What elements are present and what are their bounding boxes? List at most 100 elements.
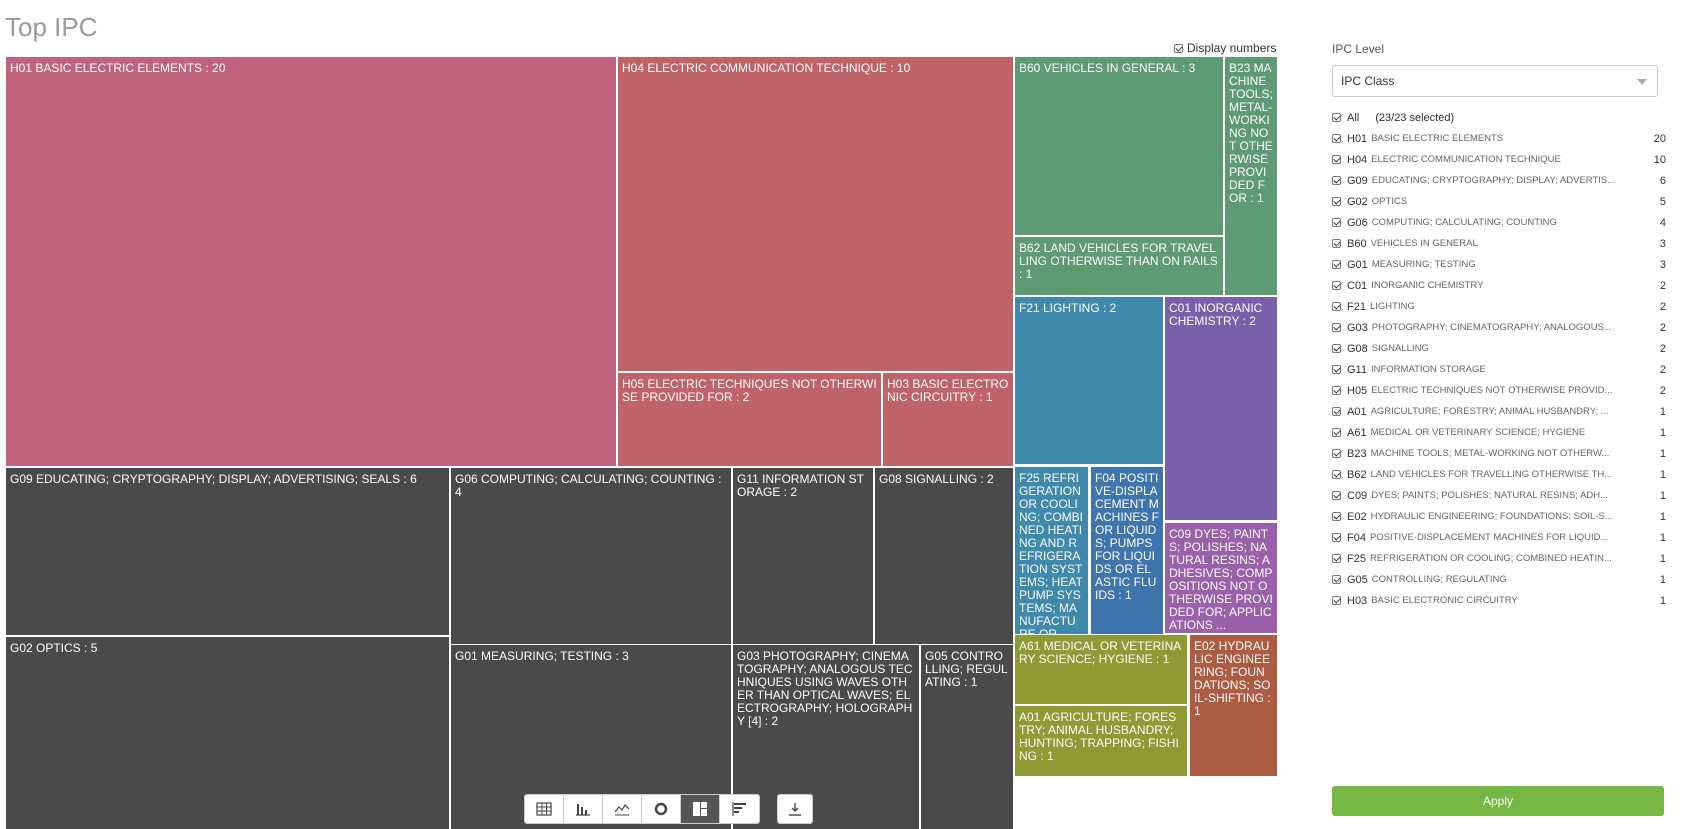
line-chart-button[interactable] xyxy=(603,795,642,823)
ipc-checkbox[interactable] xyxy=(1332,260,1341,269)
treemap-tile-e02[interactable]: E02 HYDRAULIC ENGINEERING; FOUNDATIONS; … xyxy=(1190,635,1279,778)
treemap-tile-f25[interactable]: F25 REFRIGERATION OR COOLING; COMBINED H… xyxy=(1015,467,1090,636)
ipc-checkbox[interactable] xyxy=(1332,281,1341,290)
treemap-tile-g08[interactable]: G08 SIGNALLING : 2 xyxy=(875,468,1015,646)
display-numbers-toggle[interactable]: Display numbers xyxy=(1174,41,1276,55)
ipc-checkbox[interactable] xyxy=(1332,239,1341,248)
horizontal-bar-icon xyxy=(732,802,748,816)
ipc-list-item-g11[interactable]: G11INFORMATION STORAGE2 xyxy=(1332,359,1666,380)
bar-chart-button[interactable] xyxy=(564,795,603,823)
ipc-checkbox[interactable] xyxy=(1332,365,1341,374)
ipc-checkbox[interactable] xyxy=(1332,323,1341,332)
ipc-checkbox[interactable] xyxy=(1332,575,1341,584)
treemap-tile-f21[interactable]: F21 LIGHTING : 2 xyxy=(1015,297,1165,466)
ipc-list-item-b60[interactable]: B60VEHICLES IN GENERAL3 xyxy=(1332,233,1666,254)
ipc-list-item-h03[interactable]: H03BASIC ELECTRONIC CIRCUITRY1 xyxy=(1332,590,1666,611)
ipc-checkbox[interactable] xyxy=(1332,302,1341,311)
ipc-checkbox[interactable] xyxy=(1332,134,1341,143)
ipc-code: B23 xyxy=(1347,448,1367,460)
treemap-tile-a01[interactable]: A01 AGRICULTURE; FORESTRY; ANIMAL HUSBAN… xyxy=(1015,706,1189,778)
ipc-list-item-g02[interactable]: G02OPTICS5 xyxy=(1332,191,1666,212)
treemap-tile-a61[interactable]: A61 MEDICAL OR VETERINARY SCIENCE; HYGIE… xyxy=(1015,635,1189,706)
apply-button[interactable]: Apply xyxy=(1332,786,1664,816)
ipc-checkbox[interactable] xyxy=(1332,386,1341,395)
treemap-tile-g06[interactable]: G06 COMPUTING; CALCULATING; COUNTING : 4 xyxy=(451,468,733,646)
ipc-description: MEASURING; TESTING xyxy=(1372,259,1476,270)
chevron-down-icon xyxy=(1637,79,1647,85)
ipc-list-item-f21[interactable]: F21LIGHTING2 xyxy=(1332,296,1666,317)
ipc-checkbox[interactable] xyxy=(1332,218,1341,227)
ipc-list-item-e02[interactable]: E02HYDRAULIC ENGINEERING; FOUNDATIONS; S… xyxy=(1332,506,1666,527)
treemap-tile-c01[interactable]: C01 INORGANIC CHEMISTRY : 2 xyxy=(1165,297,1279,522)
ipc-checkbox[interactable] xyxy=(1332,176,1341,185)
treemap-chart: H01 BASIC ELECTRIC ELEMENTS : 20H04 ELEC… xyxy=(6,57,1279,778)
ipc-checkbox[interactable] xyxy=(1332,491,1341,500)
horizontal-bar-button[interactable] xyxy=(720,795,759,823)
ipc-checkbox[interactable] xyxy=(1332,407,1341,416)
treemap-tile-b23[interactable]: B23 MACHINE TOOLS; METAL-WORKING NOT OTH… xyxy=(1225,57,1279,297)
ipc-list-item-g05[interactable]: G05CONTROLLING; REGULATING1 xyxy=(1332,569,1666,590)
treemap-tile-f04[interactable]: F04 POSITIVE-DISPLACEMENT MACHINES FOR L… xyxy=(1091,467,1165,636)
ipc-checkbox[interactable] xyxy=(1332,155,1341,164)
ipc-code: B62 xyxy=(1347,469,1367,481)
ipc-count: 1 xyxy=(1660,595,1666,607)
ipc-list-item-f25[interactable]: F25REFRIGERATION OR COOLING; COMBINED HE… xyxy=(1332,548,1666,569)
ipc-list-item-c09[interactable]: C09DYES; PAINTS; POLISHES; NATURAL RESIN… xyxy=(1332,485,1666,506)
ipc-count: 2 xyxy=(1660,322,1666,334)
treemap-tile-g05[interactable]: G05 CONTROLLING; REGULATING : 1 xyxy=(921,645,1015,829)
ipc-list-item-a61[interactable]: A61MEDICAL OR VETERINARY SCIENCE; HYGIEN… xyxy=(1332,422,1666,443)
treemap-tile-h05[interactable]: H05 ELECTRIC TECHNIQUES NOT OTHERWISE PR… xyxy=(618,373,883,468)
select-all-checkbox[interactable] xyxy=(1332,113,1341,122)
ipc-list-item-g06[interactable]: G06COMPUTING; CALCULATING; COUNTING4 xyxy=(1332,212,1666,233)
ipc-list-item-b62[interactable]: B62LAND VEHICLES FOR TRAVELLING OTHERWIS… xyxy=(1332,464,1666,485)
ipc-level-select[interactable]: IPC Class xyxy=(1332,65,1658,97)
ipc-list-item-g09[interactable]: G09EDUCATING; CRYPTOGRAPHY; DISPLAY; ADV… xyxy=(1332,170,1666,191)
ipc-description: BASIC ELECTRONIC CIRCUITRY xyxy=(1371,595,1518,606)
treemap-tile-g11[interactable]: G11 INFORMATION STORAGE : 2 xyxy=(733,468,875,646)
ipc-list-item-h05[interactable]: H05ELECTRIC TECHNIQUES NOT OTHERWISE PRO… xyxy=(1332,380,1666,401)
ipc-list-item-g01[interactable]: G01MEASURING; TESTING3 xyxy=(1332,254,1666,275)
treemap-tile-b62[interactable]: B62 LAND VEHICLES FOR TRAVELLING OTHERWI… xyxy=(1015,237,1225,297)
treemap-tile-g02[interactable]: G02 OPTICS : 5 xyxy=(6,637,451,829)
ipc-checkbox[interactable] xyxy=(1332,470,1341,479)
ipc-description: DYES; PAINTS; POLISHES; NATURAL RESINS; … xyxy=(1371,490,1608,501)
treemap-tile-c09[interactable]: C09 DYES; PAINTS; POLISHES; NATURAL RESI… xyxy=(1165,523,1279,635)
ipc-list-item-h01[interactable]: H01BASIC ELECTRIC ELEMENTS20 xyxy=(1332,128,1666,149)
treemap-tile-h03[interactable]: H03 BASIC ELECTRONIC CIRCUITRY : 1 xyxy=(883,373,1015,468)
treemap-tile-g09[interactable]: G09 EDUCATING; CRYPTOGRAPHY; DISPLAY; AD… xyxy=(6,468,451,637)
ipc-list-item-g08[interactable]: G08SIGNALLING2 xyxy=(1332,338,1666,359)
ipc-checkbox[interactable] xyxy=(1332,533,1341,542)
table-view-button[interactable] xyxy=(525,795,564,823)
ipc-checkbox[interactable] xyxy=(1332,554,1341,563)
ipc-list-item-f04[interactable]: F04POSITIVE-DISPLACEMENT MACHINES FOR LI… xyxy=(1332,527,1666,548)
treemap-tile-h04[interactable]: H04 ELECTRIC COMMUNICATION TECHNIQUE : 1… xyxy=(618,57,1015,373)
ipc-checkbox[interactable] xyxy=(1332,197,1341,206)
ipc-checkbox[interactable] xyxy=(1332,344,1341,353)
ipc-code: H04 xyxy=(1347,154,1367,166)
treemap-button[interactable] xyxy=(681,795,720,823)
ipc-description: EDUCATING; CRYPTOGRAPHY; DISPLAY; ADVERT… xyxy=(1372,175,1615,186)
treemap-tile-g03[interactable]: G03 PHOTOGRAPHY; CINEMATOGRAPHY; ANALOGO… xyxy=(733,645,921,829)
ipc-checkbox[interactable] xyxy=(1332,428,1341,437)
ipc-list-item-c01[interactable]: C01INORGANIC CHEMISTRY2 xyxy=(1332,275,1666,296)
ipc-list-item-g03[interactable]: G03PHOTOGRAPHY; CINEMATOGRAPHY; ANALOGOU… xyxy=(1332,317,1666,338)
ipc-code: C01 xyxy=(1347,280,1367,292)
donut-chart-button[interactable] xyxy=(642,795,681,823)
ipc-list-item-a01[interactable]: A01AGRICULTURE; FORESTRY; ANIMAL HUSBAND… xyxy=(1332,401,1666,422)
ipc-checkbox[interactable] xyxy=(1332,596,1341,605)
download-button[interactable] xyxy=(777,794,813,824)
ipc-filter-panel: IPC Level IPC Class All (23/23 selected)… xyxy=(1332,38,1666,611)
ipc-code: A01 xyxy=(1347,406,1367,418)
ipc-checkbox[interactable] xyxy=(1332,449,1341,458)
ipc-count: 4 xyxy=(1660,217,1666,229)
ipc-description: ELECTRIC COMMUNICATION TECHNIQUE xyxy=(1371,154,1561,165)
ipc-description: OPTICS xyxy=(1372,196,1407,207)
treemap-tile-h01[interactable]: H01 BASIC ELECTRIC ELEMENTS : 20 xyxy=(6,57,618,468)
display-numbers-checkbox[interactable] xyxy=(1174,44,1183,53)
page-title: Top IPC xyxy=(5,12,98,43)
treemap-tile-b60[interactable]: B60 VEHICLES IN GENERAL : 3 xyxy=(1015,57,1225,237)
ipc-list-item-h04[interactable]: H04ELECTRIC COMMUNICATION TECHNIQUE10 xyxy=(1332,149,1666,170)
ipc-list-item-b23[interactable]: B23MACHINE TOOLS; METAL-WORKING NOT OTHE… xyxy=(1332,443,1666,464)
ipc-checkbox[interactable] xyxy=(1332,512,1341,521)
select-all-row[interactable]: All (23/23 selected) xyxy=(1332,107,1666,128)
